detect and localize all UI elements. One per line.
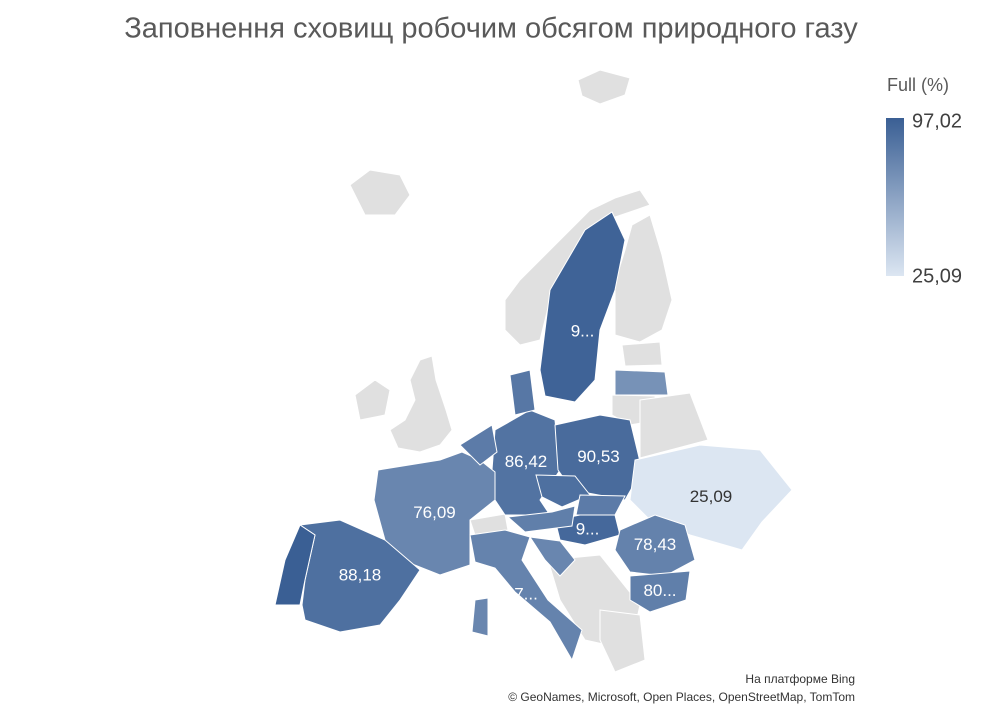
region-label: 80... bbox=[643, 581, 676, 600]
region bbox=[506, 505, 576, 533]
region bbox=[614, 369, 669, 396]
land bbox=[599, 609, 646, 673]
region bbox=[629, 570, 691, 613]
background-land bbox=[349, 69, 709, 673]
region bbox=[274, 524, 316, 606]
region bbox=[535, 474, 591, 508]
legend-min: 25,09 bbox=[912, 265, 962, 287]
region-label: 25,09 bbox=[690, 487, 733, 506]
legend-max: 97,02 bbox=[912, 110, 962, 132]
legend-scale bbox=[886, 118, 904, 276]
region-label: 78,43 bbox=[634, 535, 677, 554]
region bbox=[469, 529, 583, 662]
region-label: 7... bbox=[514, 584, 538, 603]
region bbox=[614, 514, 696, 577]
labels: 9... 86,42 90,53 25,09 76,09 9... 7... 78,43 88,… bbox=[339, 321, 733, 603]
attribution: На платформе Bing bbox=[745, 672, 855, 686]
land bbox=[389, 355, 453, 453]
region bbox=[459, 424, 498, 466]
attribution: © GeoNames, Microsoft, Open Places, Open… bbox=[508, 690, 855, 704]
land bbox=[621, 341, 663, 367]
land bbox=[504, 189, 651, 346]
land bbox=[354, 379, 391, 421]
title: Заповнення сховищ робочим обсягом природ… bbox=[124, 13, 858, 45]
land bbox=[577, 69, 631, 105]
region-label: 76,09 bbox=[413, 503, 456, 522]
land bbox=[614, 214, 673, 343]
region bbox=[575, 494, 626, 516]
land bbox=[349, 169, 411, 216]
region bbox=[471, 597, 489, 637]
region bbox=[528, 536, 576, 577]
region-label: 90,53 bbox=[577, 447, 620, 466]
region-label: 9... bbox=[576, 519, 600, 538]
region-label: 9... bbox=[571, 321, 595, 340]
land bbox=[469, 513, 509, 536]
land bbox=[639, 392, 709, 459]
region-label: 88,18 bbox=[339, 565, 382, 584]
regions bbox=[274, 211, 793, 662]
legend-title: Full (%) bbox=[887, 75, 949, 95]
region bbox=[509, 369, 536, 416]
region-label: 86,42 bbox=[505, 452, 548, 471]
region bbox=[539, 211, 626, 403]
